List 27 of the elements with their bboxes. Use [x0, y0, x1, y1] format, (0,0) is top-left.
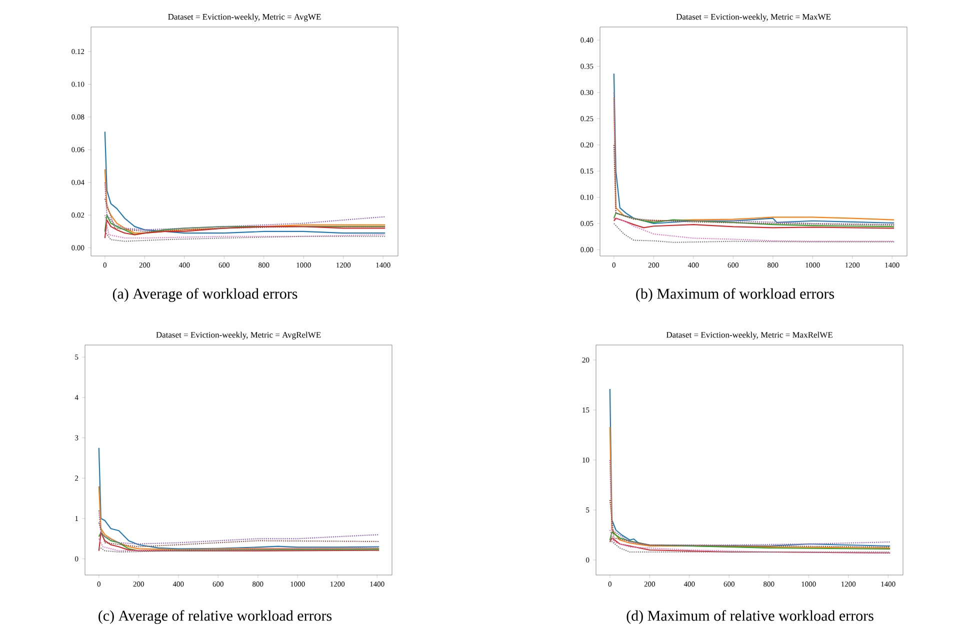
line-series	[98, 538, 380, 552]
line-series	[104, 219, 386, 239]
line-series	[609, 459, 891, 546]
line-series	[613, 218, 895, 242]
chart-title: Dataset = Eviction-weekly, Metric = AvgWE	[168, 14, 321, 22]
line-series	[609, 529, 891, 554]
line-series	[613, 218, 895, 229]
line-series	[98, 522, 380, 548]
chart-title: Dataset = Eviction-weekly, Metric = MaxRelWE	[666, 332, 832, 340]
line-series	[98, 447, 380, 550]
line-series	[104, 198, 386, 232]
text: (d) Maximum of relative workload errors	[626, 610, 874, 624]
line-series	[613, 222, 895, 243]
line-series	[98, 486, 380, 550]
line-series	[609, 531, 891, 550]
line-series	[104, 230, 386, 242]
line-series	[609, 426, 891, 549]
text: (b) Maximum of workload errors	[636, 288, 834, 302]
line-series	[104, 131, 386, 234]
line-series	[613, 144, 895, 226]
chart-title: Dataset = Eviction-weekly, Metric = AvgRelWE	[156, 332, 321, 340]
line-series	[98, 510, 380, 544]
line-series	[609, 499, 891, 548]
text: (a) Average of workload errors	[112, 288, 298, 302]
chart-title: Dataset = Eviction-weekly, Metric = MaxWE	[676, 14, 831, 22]
text: (c) Average of relative workload errors	[98, 610, 332, 624]
line-series	[98, 532, 380, 552]
